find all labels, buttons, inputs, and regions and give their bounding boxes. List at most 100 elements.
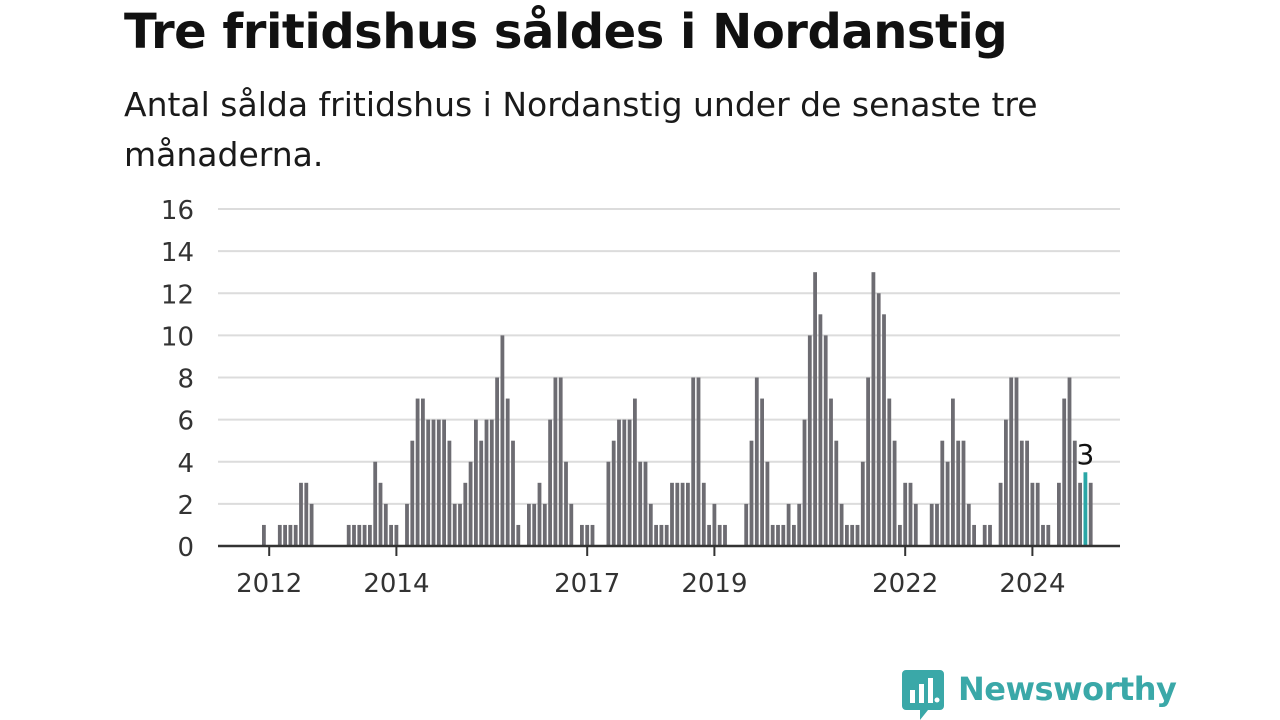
bar [680, 482, 685, 546]
bar [845, 524, 849, 546]
x-axis-tick-labels: 2012 2014 2017 2019 2022 2024 [236, 569, 1065, 599]
bar [1072, 440, 1077, 546]
bar [288, 524, 293, 546]
bar [442, 419, 446, 547]
bar [871, 272, 876, 546]
bar [760, 398, 764, 546]
bar [786, 503, 791, 547]
bar [712, 503, 717, 547]
bar [410, 440, 415, 546]
bar [913, 503, 918, 547]
x-tick-label: 2022 [872, 569, 938, 599]
bar [770, 524, 775, 546]
last-value-label: 3 [1076, 438, 1094, 471]
bar [378, 482, 383, 546]
bar [935, 503, 939, 547]
gridlines [218, 208, 1120, 505]
bar [1035, 482, 1040, 546]
bar [590, 524, 595, 546]
y-tick-label: 14 [161, 238, 194, 268]
bar [542, 503, 547, 547]
bar [532, 503, 537, 547]
y-tick-label: 8 [177, 365, 194, 395]
bar [362, 524, 367, 546]
bar [860, 461, 865, 546]
bar [452, 503, 457, 547]
bar [717, 524, 722, 546]
bar [611, 440, 616, 546]
bar [792, 524, 796, 546]
bar [696, 377, 701, 546]
bar [781, 524, 786, 546]
bar [352, 524, 356, 546]
bar [882, 314, 886, 546]
x-tick-label: 2014 [363, 569, 429, 599]
bar [277, 524, 282, 546]
y-tick-label: 2 [177, 491, 194, 521]
bar [945, 461, 950, 546]
bar [500, 335, 505, 547]
bar [627, 419, 632, 547]
bar [415, 398, 420, 546]
bar [1067, 377, 1072, 546]
bar [982, 524, 987, 546]
bar [887, 398, 892, 546]
chart-title: Tre fritidshus såldes i Nordanstig [124, 4, 1008, 60]
bar [463, 482, 468, 546]
bar [373, 461, 378, 546]
bar [691, 377, 696, 546]
bar [1009, 377, 1014, 546]
bar [643, 461, 648, 546]
bar [1004, 419, 1008, 547]
bar [262, 524, 266, 546]
bar [1062, 398, 1067, 546]
y-tick-label: 16 [161, 196, 194, 226]
bar [903, 482, 908, 546]
bar [855, 524, 860, 546]
bar [383, 503, 388, 547]
bar [368, 524, 372, 546]
bar [951, 398, 955, 546]
bar [638, 461, 643, 546]
bar [1019, 440, 1024, 546]
bar [670, 482, 674, 546]
bar [346, 524, 351, 546]
bar [431, 419, 436, 547]
y-tick-label: 4 [177, 449, 194, 479]
bar [929, 503, 934, 547]
bar [436, 419, 441, 547]
bar [505, 398, 510, 546]
chart-subtitle: Antal sålda fritidshus i Nordanstig unde… [124, 85, 1038, 174]
bar [797, 503, 802, 547]
bar [686, 482, 690, 546]
bar [908, 482, 913, 546]
bar [394, 524, 399, 546]
y-axis-tick-labels: 0 2 4 6 8 10 12 14 16 [161, 196, 194, 563]
x-tick-label: 2012 [236, 569, 302, 599]
bar [940, 440, 945, 546]
bar [357, 524, 362, 546]
bar [1025, 440, 1029, 546]
bar [569, 503, 574, 547]
bar [972, 524, 976, 546]
bar [1078, 482, 1082, 546]
bar [537, 482, 542, 546]
bar [813, 272, 817, 546]
bar [564, 461, 568, 546]
bar [659, 524, 664, 546]
newsworthy-logo: Newsworthy [900, 668, 1177, 720]
bar [633, 398, 637, 546]
bar [749, 440, 754, 546]
bar [479, 440, 484, 546]
bar [484, 419, 489, 547]
bar [1046, 524, 1051, 546]
bar [468, 461, 473, 546]
bar [892, 440, 897, 546]
bar [866, 377, 870, 546]
bar [447, 440, 452, 546]
bar [829, 398, 833, 546]
bar [293, 524, 298, 546]
bar [283, 524, 287, 546]
bar [818, 314, 823, 546]
bar [405, 503, 409, 547]
